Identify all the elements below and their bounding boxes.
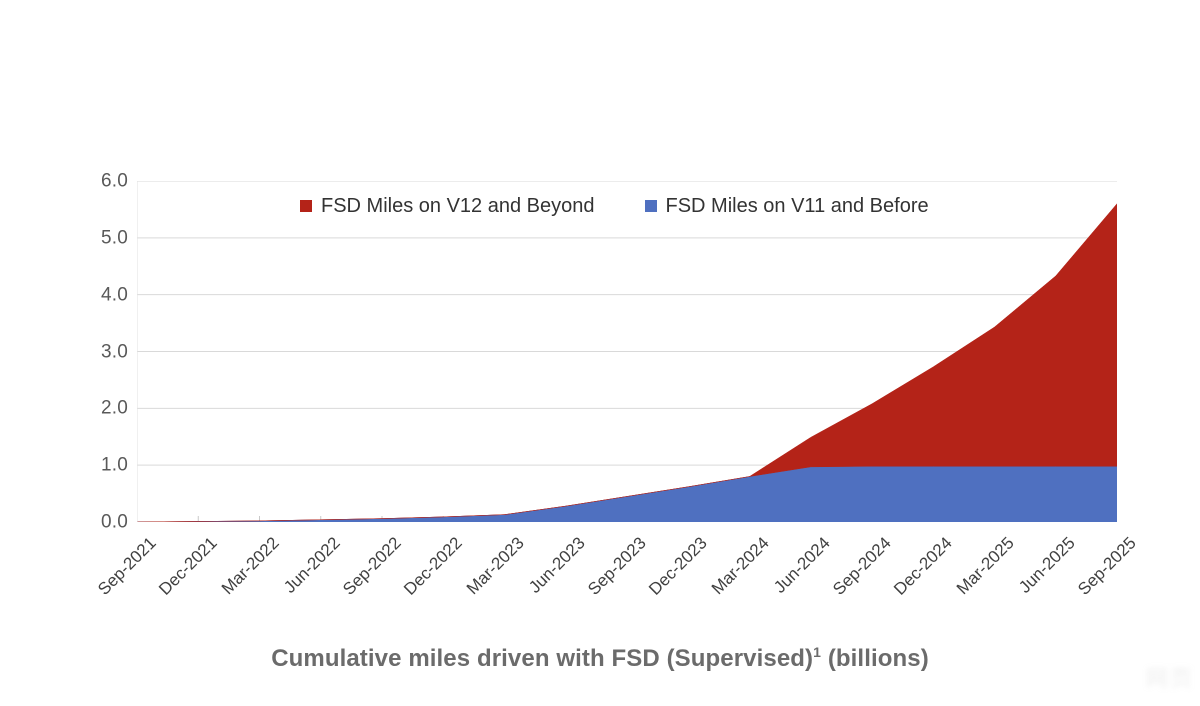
chart-legend: FSD Miles on V12 and Beyond FSD Miles on… [300, 196, 929, 216]
y-axis: 0.0 1.0 2.0 3.0 4.0 5.0 6.0 [70, 172, 128, 532]
legend-item-v12[interactable]: FSD Miles on V12 and Beyond [300, 196, 595, 216]
chart-title-suffix: (billions) [821, 645, 929, 672]
y-tick-label: 0.0 [100, 511, 128, 533]
legend-swatch-blue [644, 200, 657, 212]
legend-label-v12: FSD Miles on V12 and Beyond [321, 195, 595, 217]
legend-label-v11: FSD Miles on V11 and Before [665, 195, 929, 217]
y-tick-label: 1.0 [100, 454, 128, 476]
chart-title: Cumulative miles driven with FSD (Superv… [0, 645, 1200, 673]
legend-swatch-red [300, 200, 312, 212]
x-axis: Sep-2021 Dec-2021 Mar-2022 Jun-2022 Sep-2022… [94, 522, 1140, 632]
legend-item-v11[interactable]: FSD Miles on V11 and Before [644, 195, 929, 217]
chart-title-superscript: 1 [813, 644, 822, 660]
plot-area [137, 181, 1117, 522]
chart-title-main: Cumulative miles driven with FSD (Superv… [271, 645, 814, 672]
y-tick-label: 4.0 [100, 284, 128, 306]
watermark: 网页 [1145, 666, 1194, 691]
area-series [137, 466, 1117, 522]
y-tick-label: 3.0 [100, 341, 128, 362]
area-series [137, 203, 1117, 522]
y-tick-label: 5.0 [100, 227, 128, 249]
area-chart-svg [137, 181, 1117, 522]
y-tick-label: 2.0 [100, 397, 128, 419]
y-tick-label: 6.0 [100, 170, 128, 192]
